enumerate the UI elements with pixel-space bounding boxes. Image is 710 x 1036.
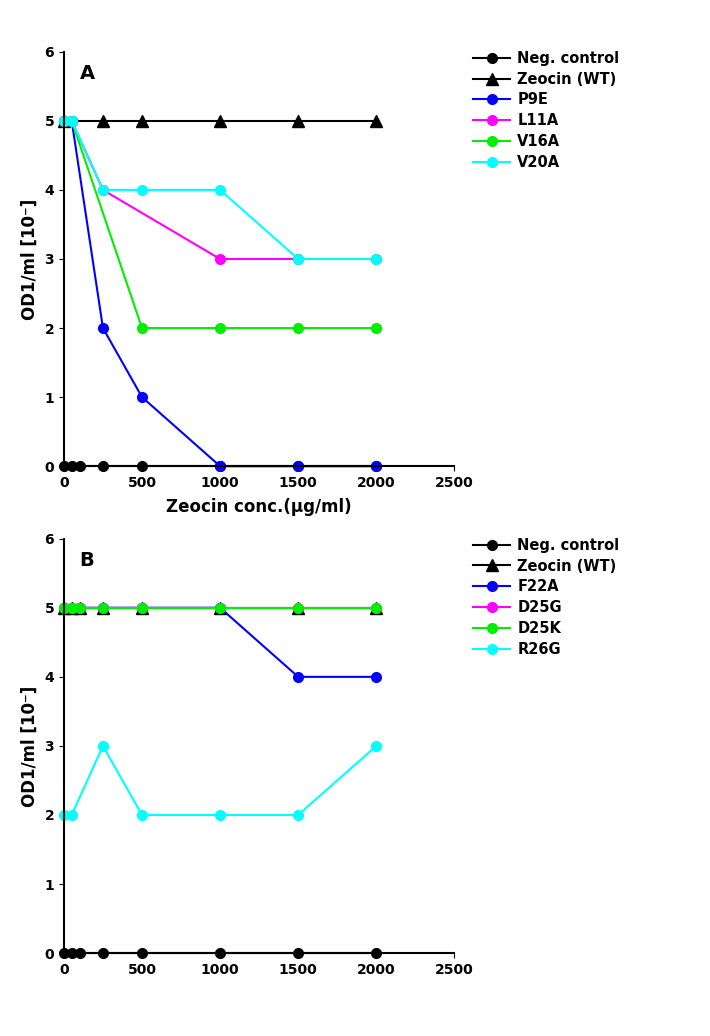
- Text: A: A: [80, 64, 94, 83]
- X-axis label: Zeocin conc.(μg/ml): Zeocin conc.(μg/ml): [166, 498, 352, 516]
- Text: B: B: [80, 551, 94, 570]
- Legend: Neg. control, Zeocin (WT), F22A, D25G, D25K, R26G: Neg. control, Zeocin (WT), F22A, D25G, D…: [474, 538, 619, 657]
- Y-axis label: OD1/ml [10⁻]: OD1/ml [10⁻]: [21, 198, 39, 320]
- Y-axis label: OD1/ml [10⁻]: OD1/ml [10⁻]: [21, 685, 39, 807]
- Legend: Neg. control, Zeocin (WT), P9E, L11A, V16A, V20A: Neg. control, Zeocin (WT), P9E, L11A, V1…: [474, 51, 619, 170]
